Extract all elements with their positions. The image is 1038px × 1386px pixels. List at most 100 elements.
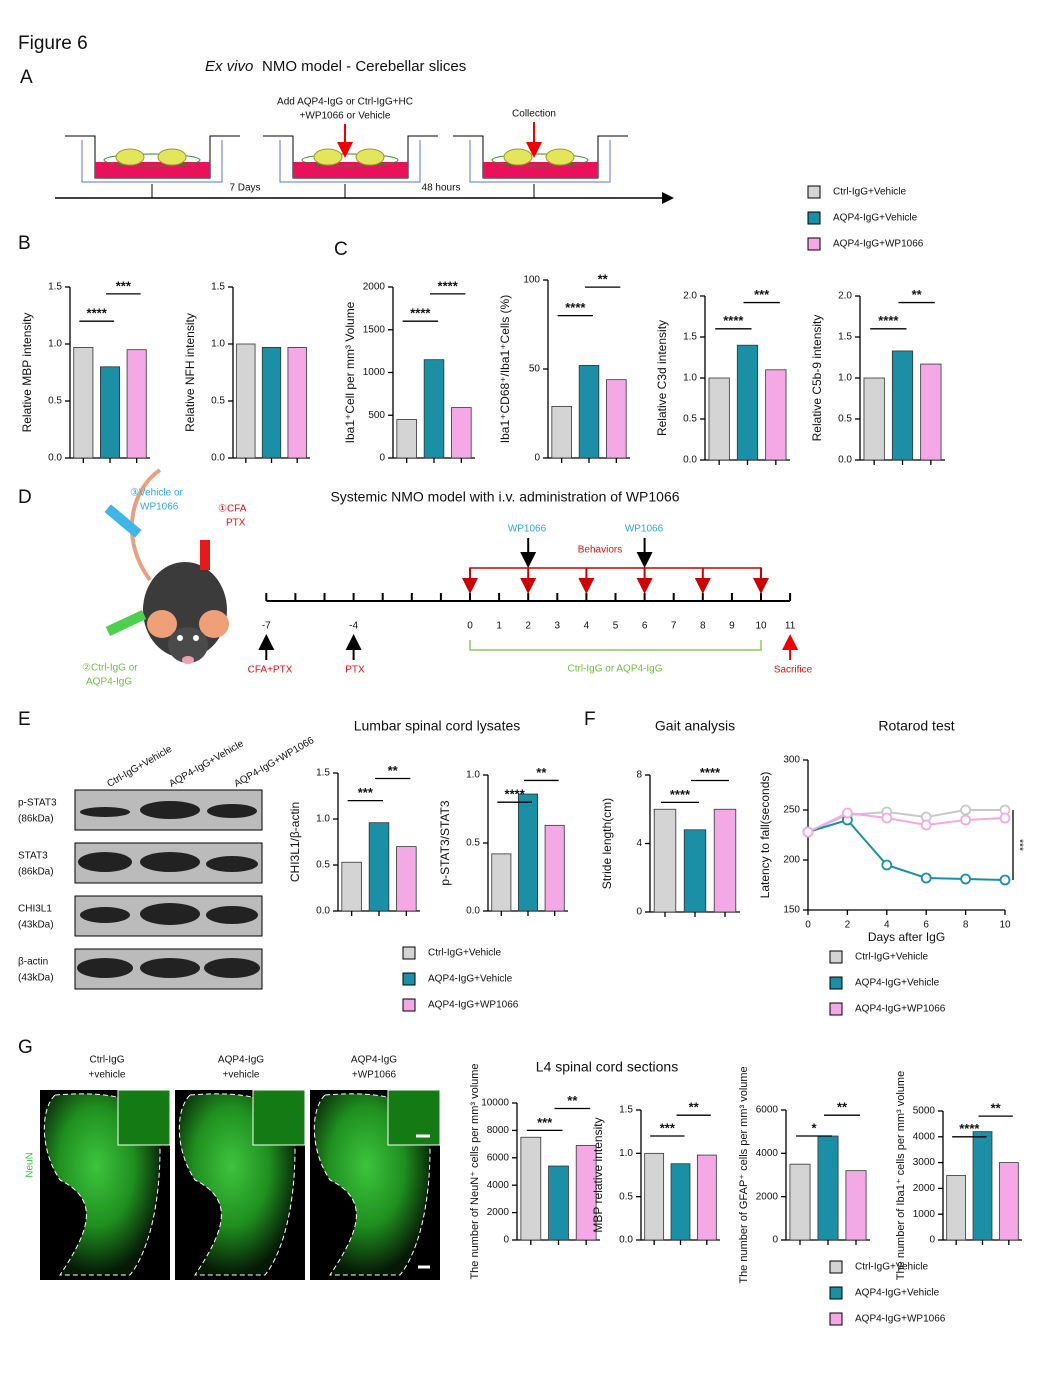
timeline-label: 6 <box>642 621 648 632</box>
y-tick-label: 1.5 <box>211 282 225 293</box>
timeline: -7 -4 0 1 2 3 4 5 6 7 8 9 10 11 <box>258 538 799 660</box>
y-tick-label: 0.5 <box>838 414 852 425</box>
significance-label: **** <box>723 313 744 328</box>
figure-title: Figure 6 <box>18 33 88 54</box>
y-tick-label: 0 <box>636 907 642 918</box>
y-axis-label: Latency to fall(seconds) <box>758 772 772 899</box>
data-point <box>802 826 814 838</box>
y-tick-label: 0 <box>379 453 385 464</box>
y-axis-label: Relative C5b-9 intensity <box>810 315 824 442</box>
transwell-schematic <box>55 122 674 204</box>
timeline-label: 10 <box>755 621 767 632</box>
y-tick-label: 1.0 <box>211 339 225 350</box>
bar <box>578 365 600 459</box>
bar <box>287 347 307 459</box>
y-tick-label: 1.5 <box>316 768 330 779</box>
annotation: CFA+PTX <box>248 665 293 676</box>
legend-swatch <box>829 976 843 990</box>
y-tick-label: 50 <box>529 364 541 375</box>
y-tick-label: 100 <box>523 275 540 286</box>
bar <box>126 349 147 459</box>
annotation: WP1066 <box>508 524 547 535</box>
blot-label: β-actin <box>18 957 48 968</box>
annotation: Add AQP4-IgG or Ctrl-IgG+HC <box>277 97 413 108</box>
bar <box>396 846 417 912</box>
y-tick-label: 8 <box>636 770 642 781</box>
lane-label: AQP4-IgG+WP1066 <box>232 735 316 790</box>
significance-label: ** <box>837 1100 848 1115</box>
y-tick-label: 300 <box>783 755 800 766</box>
y-axis-label: p-STAT3/STAT3 <box>438 800 452 885</box>
legend-label: AQP4-IgG+WP1066 <box>855 1004 946 1015</box>
data-point <box>960 804 971 816</box>
y-axis-label: Relative NFH intensity <box>183 313 197 432</box>
legend-label: Ctrl-IgG+Vehicle <box>833 187 907 198</box>
panel-letter: F <box>584 709 596 730</box>
bar <box>544 824 565 912</box>
chart-title: Gait analysis <box>655 718 735 734</box>
bar <box>261 347 282 459</box>
column-label: Ctrl-IgG <box>90 1055 125 1066</box>
annotation: Ctrl-IgG or AQP4-IgG <box>567 664 662 675</box>
bar <box>998 1162 1019 1241</box>
significance-label: *** <box>116 278 132 293</box>
y-tick-label: 2.0 <box>683 291 697 302</box>
significance-label: *** <box>660 1120 676 1135</box>
annotation: PTX <box>345 665 365 676</box>
annotation: PTX <box>226 518 246 529</box>
significance-label: **** <box>878 313 899 328</box>
data-point <box>999 812 1011 824</box>
y-axis-label: The number of GFAP⁺ cells per mm³ volume <box>738 1066 750 1283</box>
timeline-label: 2 <box>525 621 531 632</box>
y-tick-label: 2000 <box>363 282 386 293</box>
timeline-label: 7 <box>671 621 677 632</box>
bar <box>368 822 390 912</box>
x-tick-label: 10 <box>999 920 1011 931</box>
bar <box>423 359 445 459</box>
y-tick-label: 1.0 <box>619 1148 633 1159</box>
significance-label: *** <box>1013 839 1024 851</box>
data-point <box>881 812 893 824</box>
y-tick-label: 1.0 <box>466 770 480 781</box>
data-point <box>920 872 932 884</box>
y-tick-label: 1.0 <box>48 339 62 350</box>
y-tick-label: 6000 <box>756 1105 779 1116</box>
annotation: WP1066 <box>140 502 179 513</box>
y-tick-label: 0 <box>534 453 540 464</box>
y-axis-label: Stride length(cm) <box>600 798 614 889</box>
bar <box>736 344 759 461</box>
bar <box>670 1163 691 1241</box>
x-tick-label: 6 <box>923 920 929 931</box>
significance-label: ** <box>536 765 547 780</box>
legend-swatch <box>829 1286 843 1300</box>
bar <box>341 861 362 912</box>
chart-title: Rotarod test <box>878 718 954 734</box>
legend-swatch <box>807 185 821 199</box>
y-tick-label: 4000 <box>487 1180 510 1191</box>
y-tick-label: 0 <box>503 1235 509 1246</box>
y-tick-label: 0.0 <box>619 1235 633 1246</box>
legend-label: AQP4-IgG+Vehicle <box>855 978 940 989</box>
bar <box>451 407 472 459</box>
legend-swatch <box>829 1312 843 1326</box>
legend-label: AQP4-IgG+Vehicle <box>428 974 513 985</box>
significance-label: **** <box>670 787 691 802</box>
annotation: +WP1066 or Vehicle <box>300 111 391 122</box>
blot-label: (86kDa) <box>18 814 54 825</box>
timeline-label: 11 <box>785 621 796 632</box>
bar <box>713 808 737 913</box>
legend-label: Ctrl-IgG+Vehicle <box>855 952 929 963</box>
blot-label: CHI3L1 <box>18 904 52 915</box>
y-tick-label: 0.0 <box>683 455 697 466</box>
panel-letter: G <box>18 1037 33 1058</box>
y-tick-label: 0.5 <box>619 1191 633 1202</box>
bar <box>696 1154 717 1241</box>
bar <box>946 1175 967 1241</box>
annotation: ①CFA <box>218 504 247 515</box>
y-tick-label: 2000 <box>913 1183 936 1194</box>
blot-label: (43kDa) <box>18 920 54 931</box>
y-tick-label: 2000 <box>487 1207 510 1218</box>
bar <box>100 366 121 459</box>
annotation: ②Ctrl-IgG or <box>82 663 138 674</box>
significance-label: **** <box>438 278 459 293</box>
